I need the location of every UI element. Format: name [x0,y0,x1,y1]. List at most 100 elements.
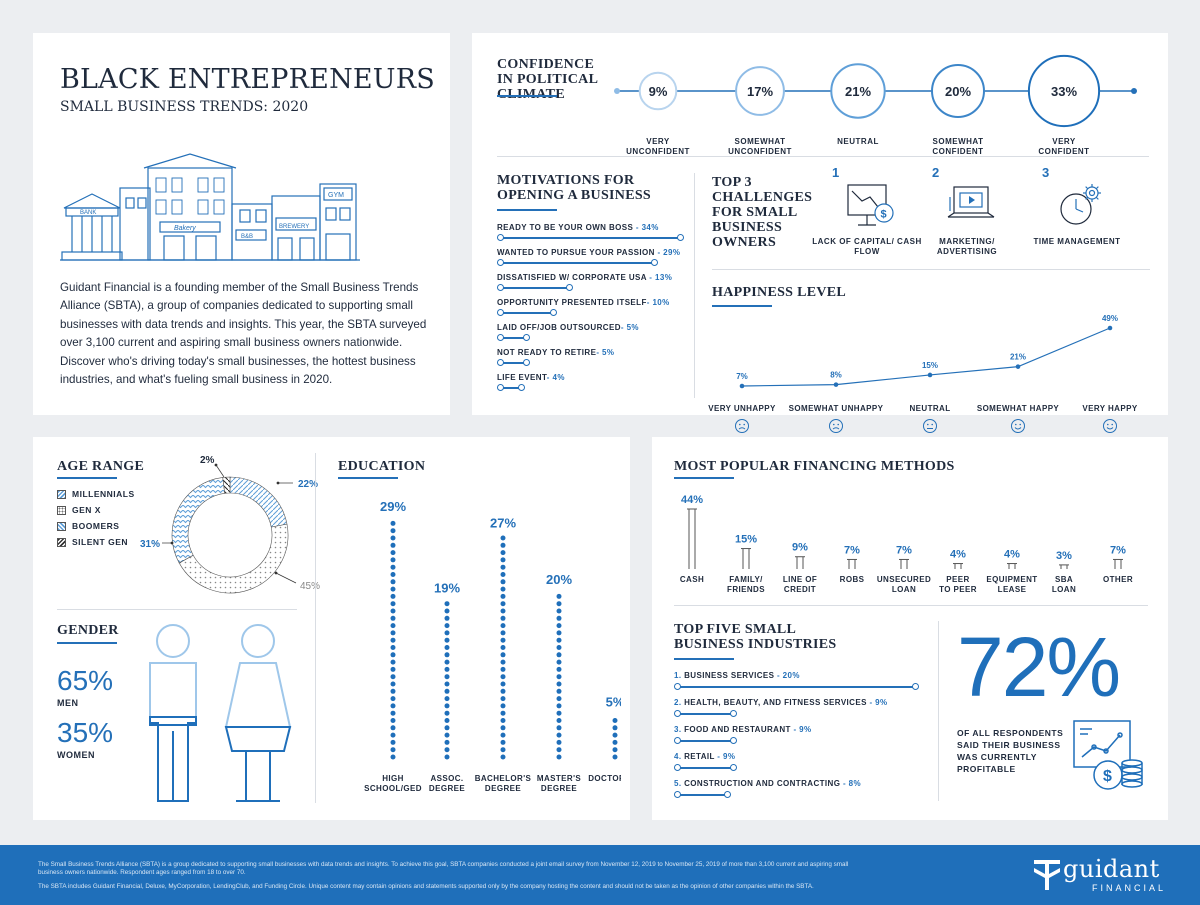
industry-label: 3. FOOD AND RESTAURANT - 9% [674,725,812,734]
education-dot [556,630,562,636]
happiness-value: 7% [736,372,748,381]
financing-label: OTHER [1103,575,1133,584]
industry-label: 5. CONSTRUCTION AND CONTRACTING - 8% [674,779,862,788]
motivation-pct: 4% [552,373,565,382]
education-dot [390,586,396,592]
confidence-caption: CONFIDENT [932,147,983,155]
education-label: MASTER'S [537,774,581,783]
financing-label: LEASE [998,585,1027,594]
industry-label: 1. BUSINESS SERVICES - 20% [674,671,800,680]
education-dot [444,674,450,680]
motivation-bar-start [497,309,504,316]
motivation-bar-end [650,259,658,266]
education-dot [556,725,562,731]
education-dot [390,557,396,563]
education-dot [612,754,618,760]
industry-pct: 9% [799,725,812,734]
education-dot [390,550,396,556]
face-eye [927,423,929,426]
happiness-point [1015,364,1021,369]
age-underline [57,477,117,479]
age-legend-swatch [57,521,66,531]
motivation-bar [500,337,527,339]
motivation-bar-end [677,234,684,241]
confidence-caption: VERY [1052,137,1076,146]
education-dot [390,564,396,570]
challenge-label: MARKETING/ ADVERTISING [936,237,998,256]
motivation-bar [500,362,527,364]
svg-text:$: $ [1103,768,1112,785]
industry-number: 1. [674,671,682,680]
education-dot [500,564,506,570]
industry-text: RETAIL [684,752,715,761]
education-dot [444,615,450,621]
gender-title: GENDER [57,623,119,638]
face-mouth [1014,427,1022,430]
education-dot [390,645,396,650]
face-neutral-icon [923,419,937,433]
confidence-bubble [1027,54,1101,128]
financing-value: 7% [844,544,860,556]
education-dot [612,739,618,745]
education-dot [500,754,506,760]
education-dot [444,659,450,665]
education-dot [500,652,506,658]
industry-bar-start [674,683,681,690]
sign-brewery: BREWERY [279,224,309,230]
industry-bar-end [729,737,737,744]
computer-ad-icon [947,186,995,218]
age-legend-label: BOOMERS [72,521,120,531]
financing-label: FAMILY/ [729,575,763,584]
industry-bar [677,686,915,688]
motivations-underline [497,209,557,211]
industry-bar-start [674,764,681,771]
education-dot [444,623,450,629]
education-dot [390,688,396,694]
motivation-bar [500,387,522,389]
age-legend-label: SILENT GEN [72,537,129,547]
motivation-text: DISSATISFIED W/ CORPORATE USA [497,273,647,282]
education-dot [556,681,562,687]
age-slice-label: 31% [140,539,160,550]
footer-text-2: The SBTA includes Guidant Financial, Del… [38,883,814,890]
motivation-label: DISSATISFIED W/ CORPORATE USA - 13% [497,273,673,282]
financing-label: CASH [680,575,704,584]
challenges-list: 1 $ LACK OF CAPITAL/ CASH FLOW 2 MARKETING/ … [812,165,1152,265]
industry-pct: 9% [875,698,888,707]
education-dot [390,542,396,548]
motivation-bar-start [497,334,504,341]
face-eye [837,423,839,426]
confidence-bubble [735,66,785,116]
happiness-point [927,372,933,378]
motivation-pct: 13% [655,273,673,282]
industry-pct: 8% [848,779,862,788]
confidence-caption: UNCONFIDENT [626,147,690,155]
education-dot [390,637,396,643]
education-dot [390,747,396,753]
education-dot [390,681,396,687]
svg-text:$: $ [881,209,887,221]
guidant-brand: guidant [1063,855,1160,883]
education-dot [390,520,396,526]
clock-gear-icon [1060,184,1101,225]
happiness-label: VERY UNHAPPY [708,404,776,413]
education-dot [500,681,506,687]
intro-card: BLACK ENTREPRENEURS SMALL BUSINESS TREND… [33,33,450,415]
education-title: EDUCATION [338,459,426,474]
education-dot [390,572,396,577]
motivation-bar [500,262,654,264]
industry-number: 3. [674,725,682,734]
motivation-bar [500,237,680,239]
intro-paragraph: Guidant Financial is a founding member o… [60,281,427,387]
divider-1 [497,156,1149,157]
motivation-row: NOT READY TO RETIRE- 5% [497,348,697,373]
education-dot [390,754,396,760]
financing-label: TO PEER [939,585,977,594]
age-slice [178,523,289,594]
education-dot [500,659,506,665]
happiness-label: SOMEWHAT HAPPY [977,404,1060,413]
face-sad-icon [735,419,749,433]
chart-money-icon: $ [847,184,894,226]
challenge-icon-body [1060,184,1101,225]
